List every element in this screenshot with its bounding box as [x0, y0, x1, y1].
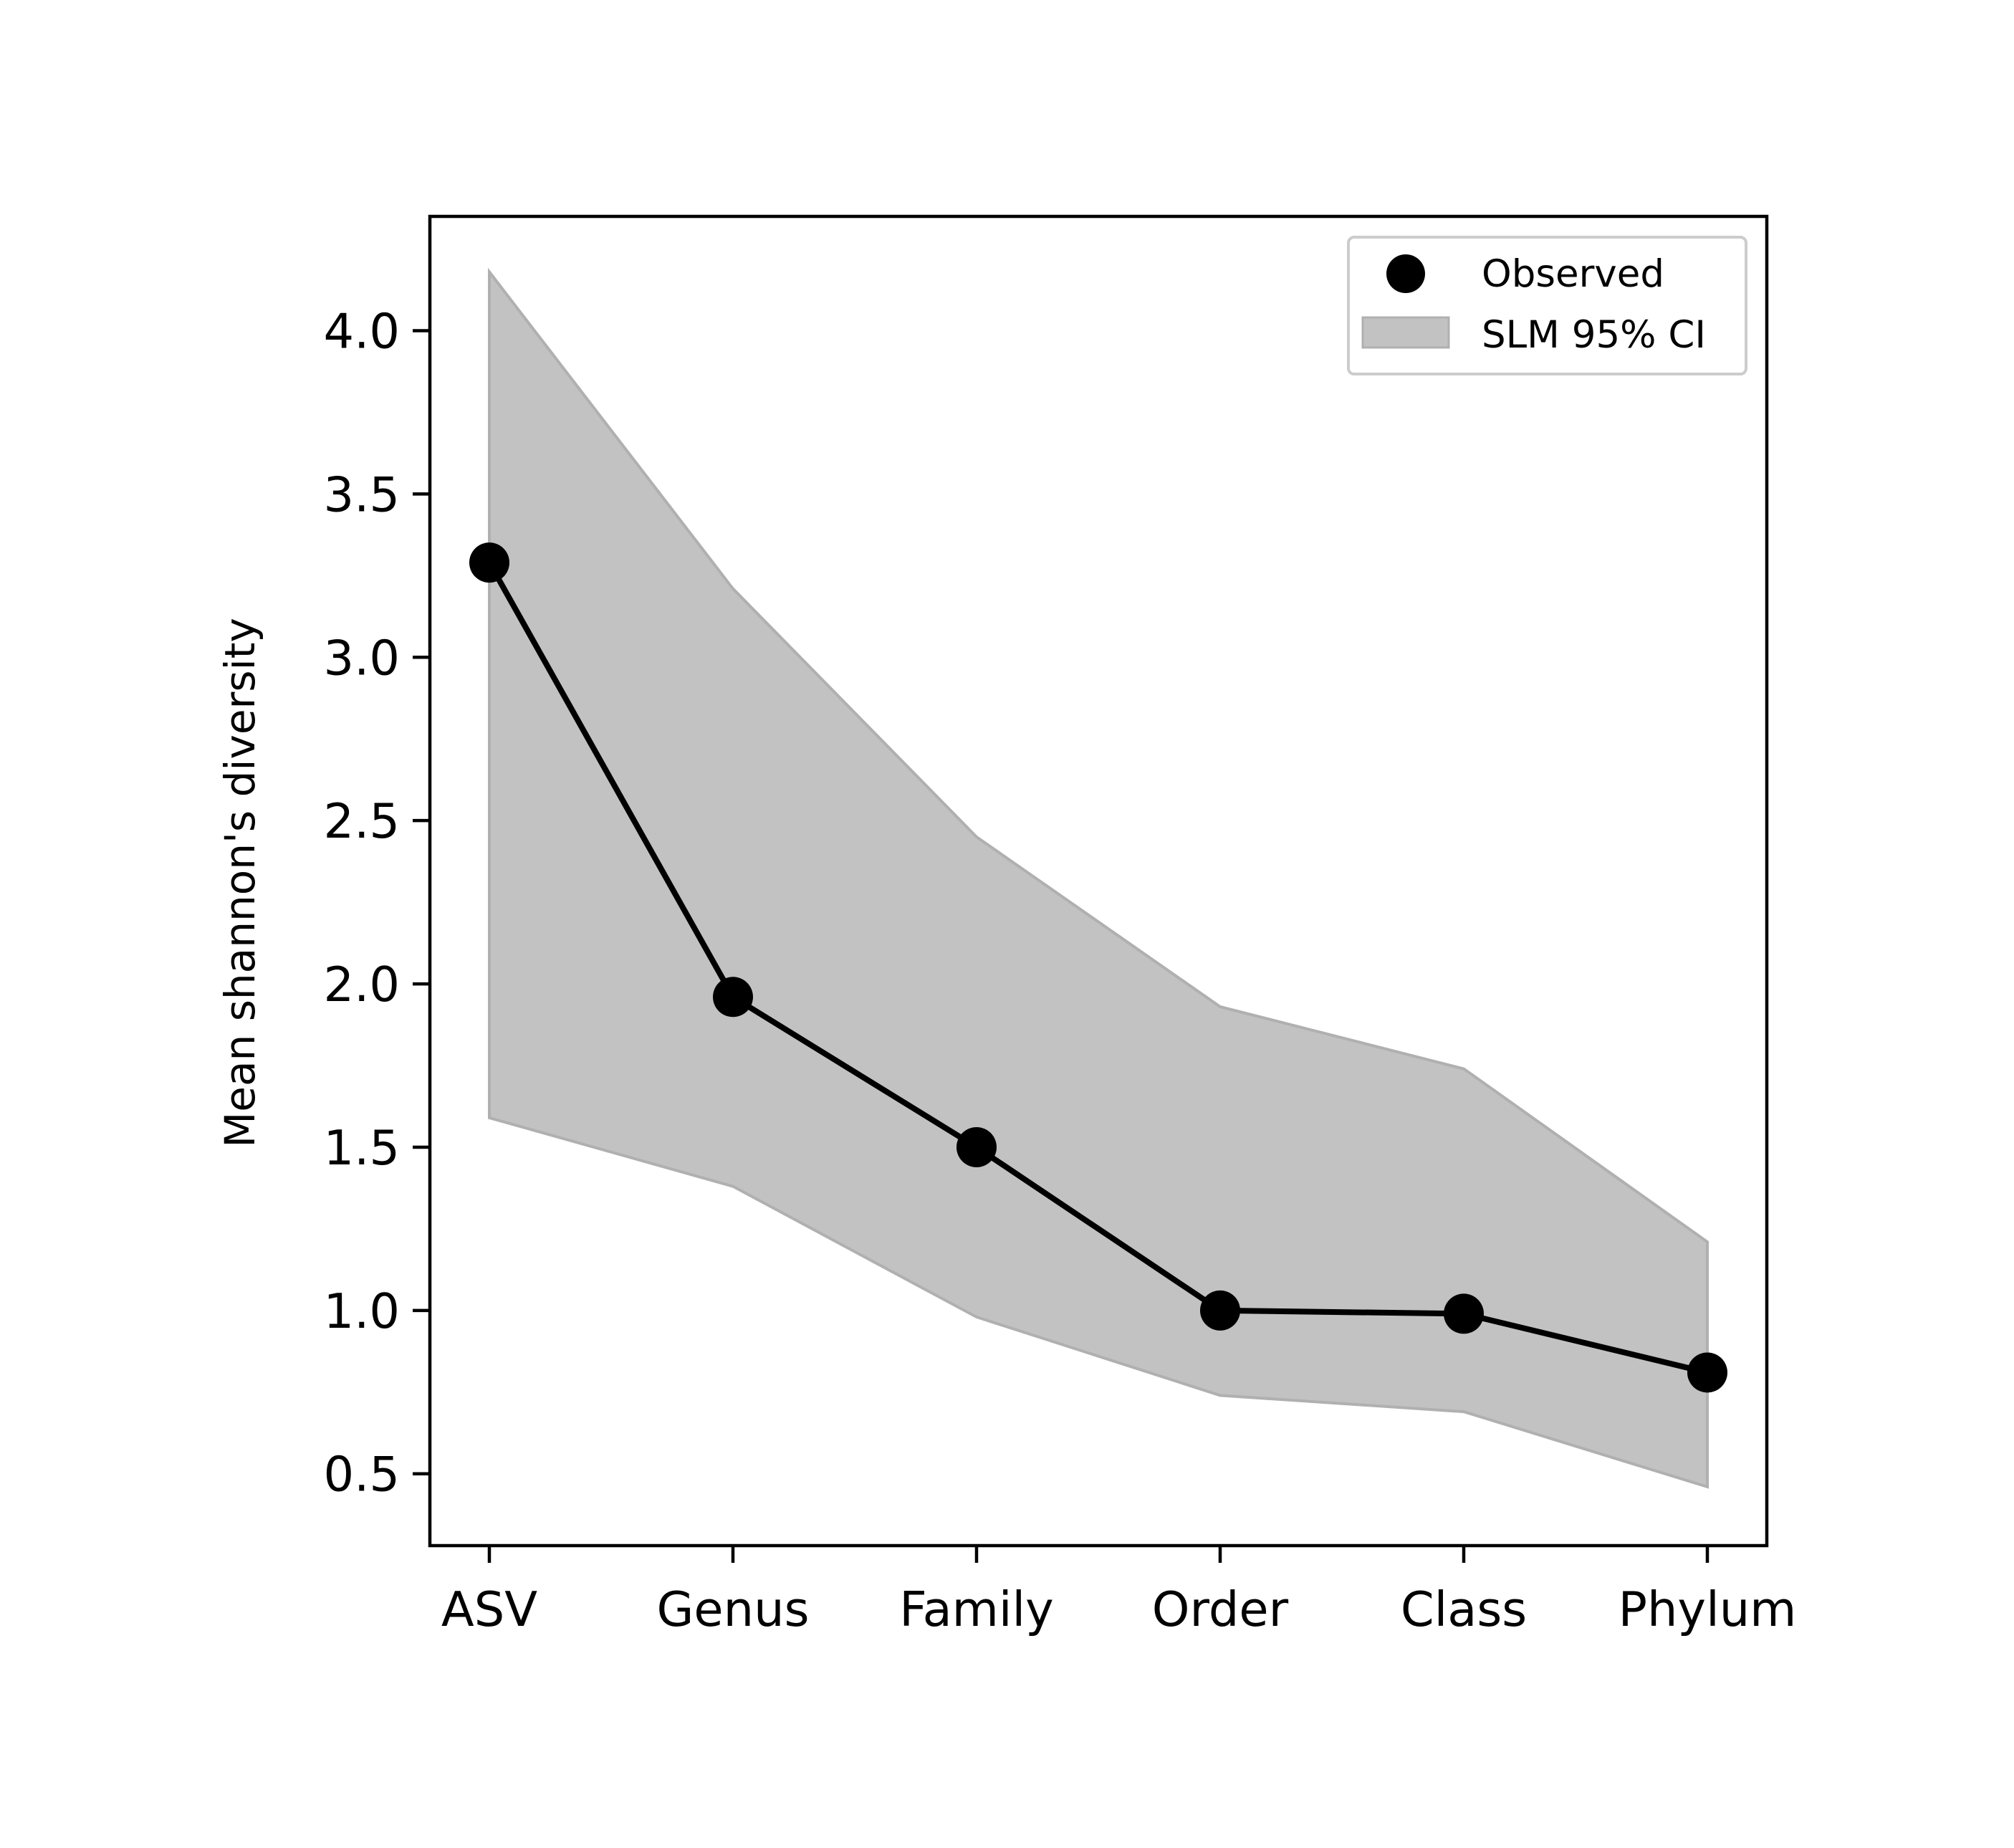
- observed-point-order: [1200, 1290, 1240, 1331]
- observed-point-phylum: [1687, 1352, 1727, 1393]
- y-tick-label: 4.0: [323, 304, 400, 360]
- plot-area: [469, 267, 1727, 1489]
- x-tick-label-class: Class: [1401, 1581, 1527, 1637]
- legend: Observed SLM 95% CI: [1347, 236, 1747, 375]
- axes-frame: [428, 214, 1769, 1548]
- y-tick-label: 3.5: [323, 466, 400, 522]
- legend-ci-label: SLM 95% CI: [1482, 313, 1706, 357]
- observed-point-family: [956, 1126, 997, 1167]
- tick-layer: ASV Genus Family Order Class Phylum 0.5 1.0 1.5 2…: [323, 304, 1796, 1637]
- observed-point-genus: [713, 977, 753, 1018]
- y-tick-label: 2.5: [323, 793, 400, 849]
- observed-point-class: [1444, 1293, 1484, 1334]
- legend-observed-marker: [1386, 254, 1425, 293]
- y-axis-label: Mean shannon's diversity: [216, 618, 264, 1148]
- x-tick-label-family: Family: [899, 1581, 1054, 1637]
- x-tick-label-phylum: Phylum: [1619, 1581, 1797, 1637]
- x-tick-label-order: Order: [1152, 1581, 1289, 1637]
- legend-observed-label: Observed: [1482, 252, 1664, 296]
- y-tick-label: 2.0: [323, 957, 400, 1012]
- legend-ci-swatch: [1361, 316, 1450, 349]
- observed-point-asv: [469, 542, 509, 583]
- observed-line: [486, 561, 1708, 1376]
- y-tick-label: 0.5: [323, 1447, 400, 1503]
- y-tick-label: 3.0: [323, 630, 400, 686]
- y-tick-label: 1.0: [323, 1283, 400, 1339]
- x-tick-label-genus: Genus: [657, 1581, 810, 1637]
- x-tick-label-asv: ASV: [441, 1581, 537, 1637]
- y-tick-label: 1.5: [323, 1120, 400, 1176]
- ci-band: [488, 267, 1709, 1489]
